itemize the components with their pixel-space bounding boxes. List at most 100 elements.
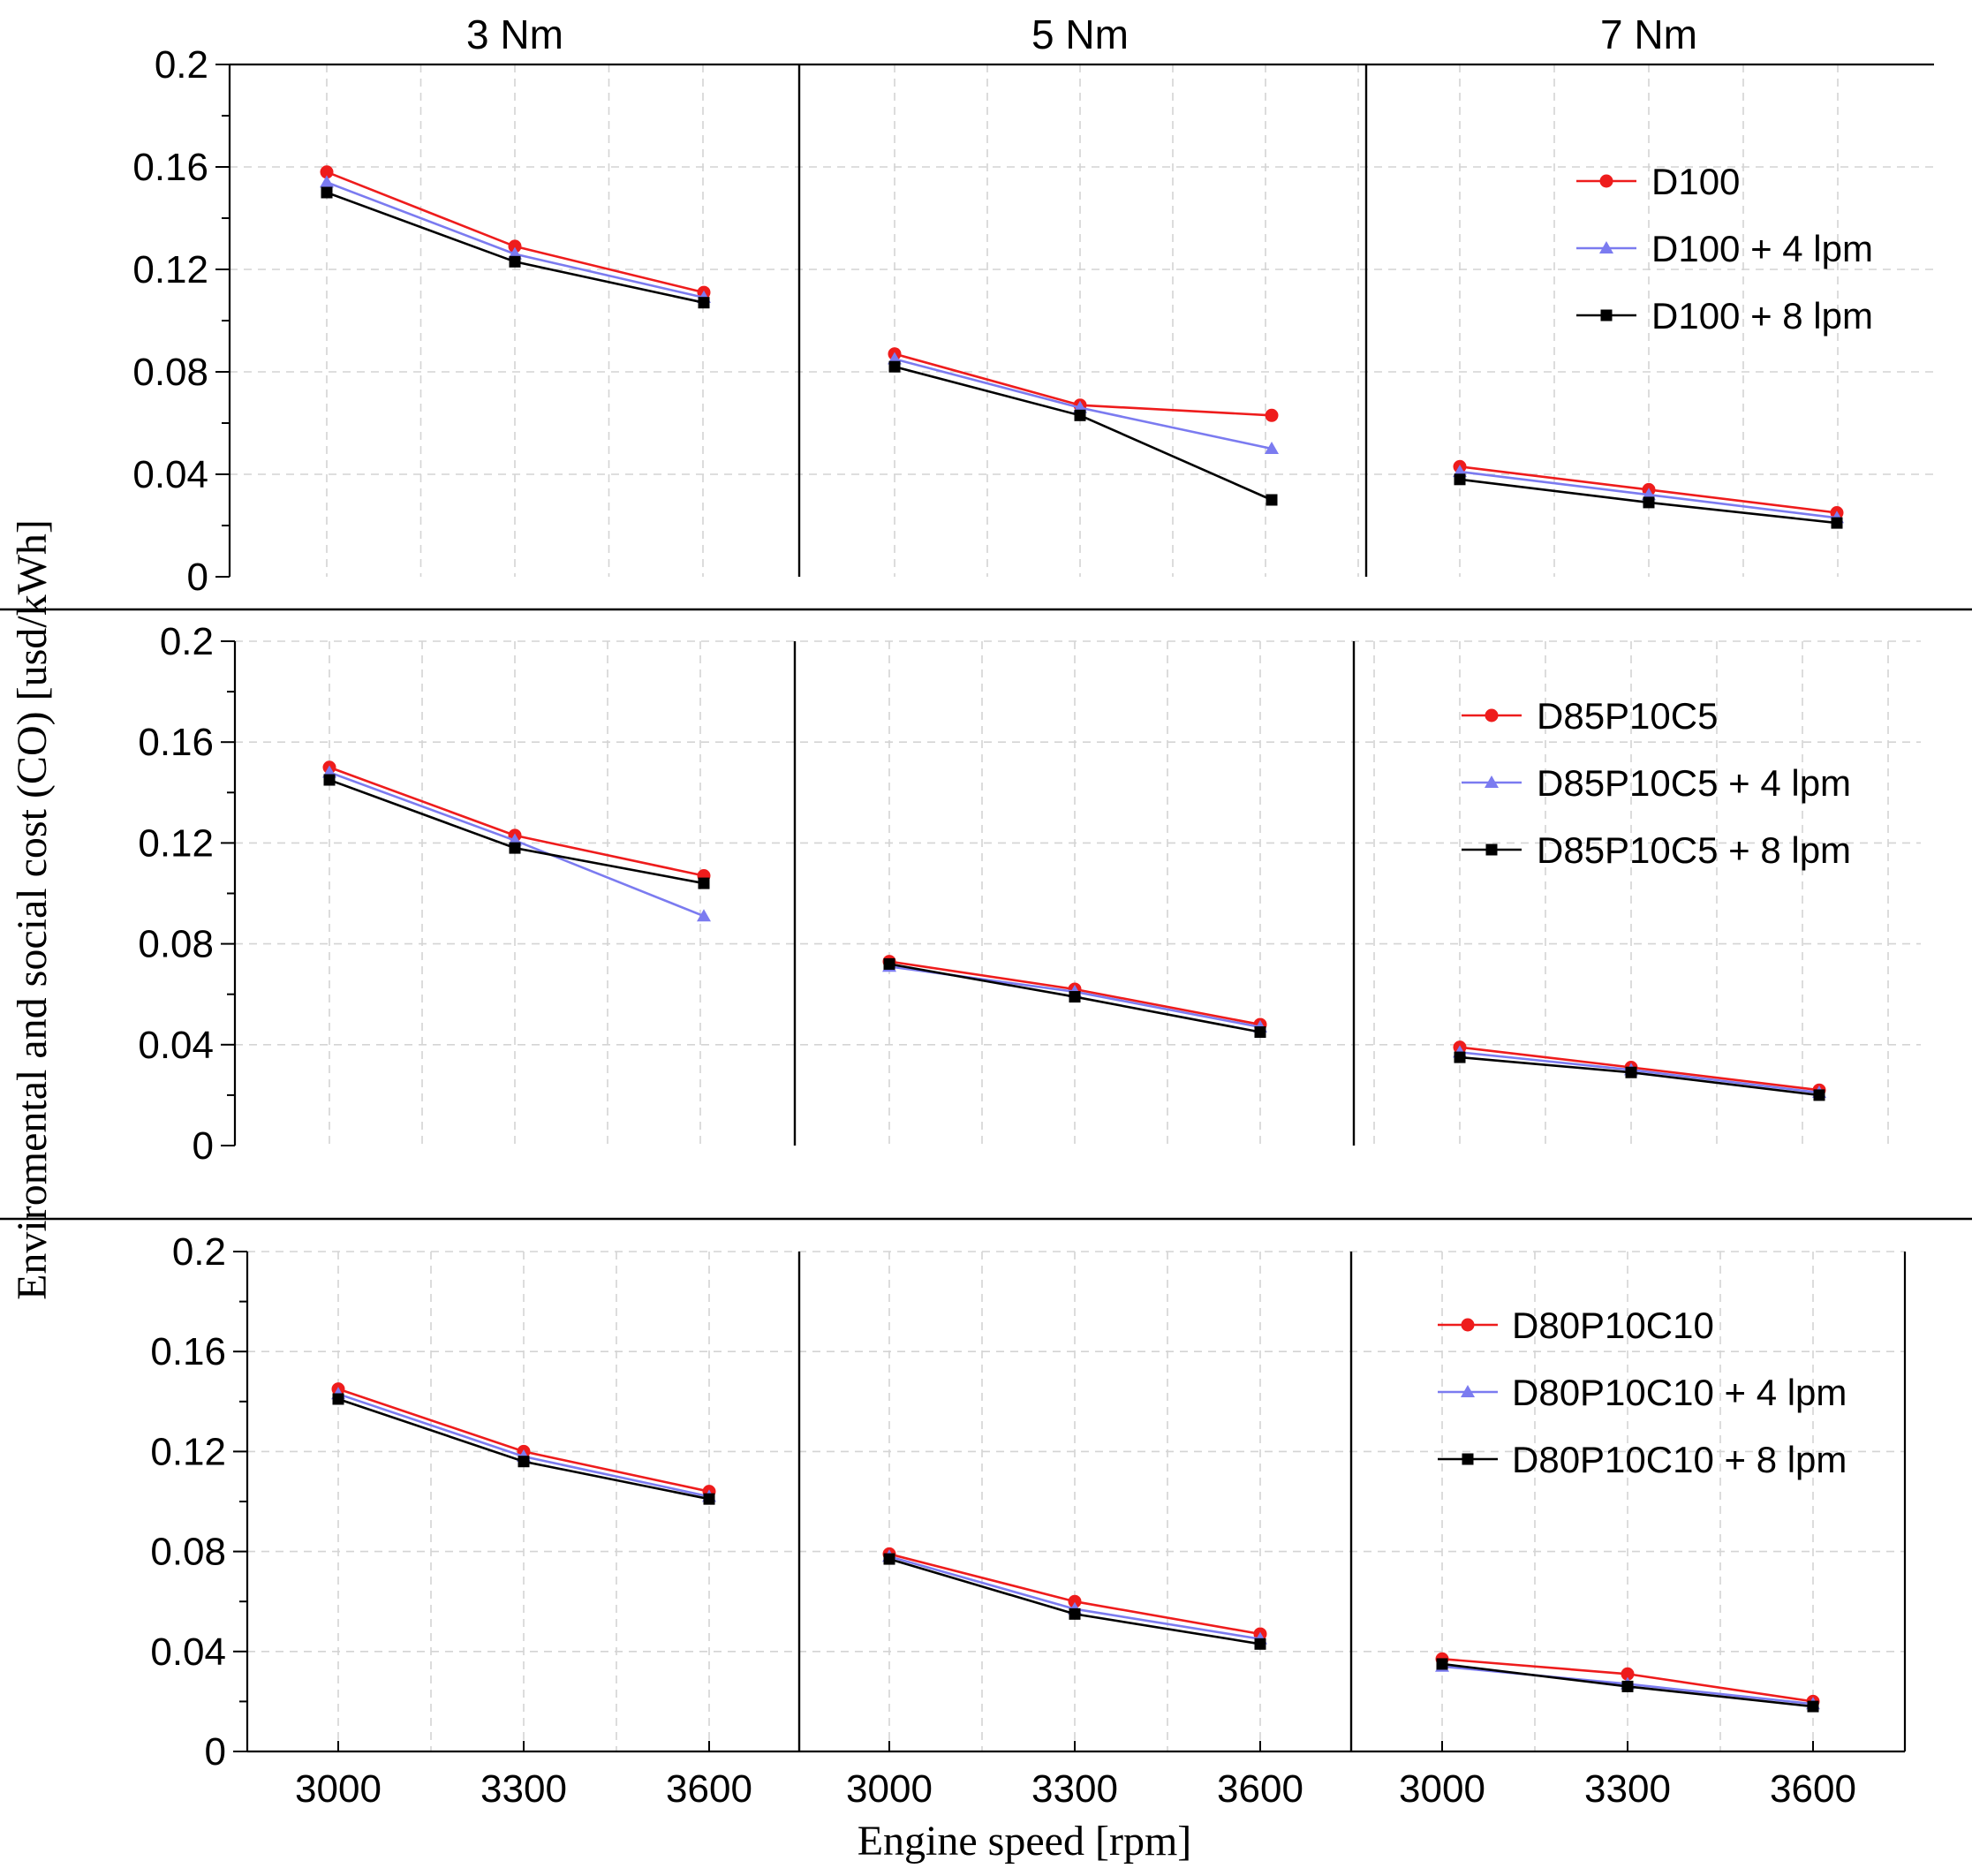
data-point-lpm8 <box>321 186 333 199</box>
column-title-1: 3 Nm <box>466 11 563 57</box>
data-point-lpm8 <box>703 1493 715 1505</box>
legend-marker <box>1461 1318 1475 1332</box>
x-tick-label-panel-1: 3300 <box>480 1767 567 1811</box>
legend-marker <box>1600 309 1613 321</box>
row-1-group: 0 0.04 0.08 0.12 0.16 0.2 D100 D100 + 4 lpm D100… <box>0 43 1972 611</box>
data-point-base <box>1265 408 1279 422</box>
row-3-y-tick-label: 0.16 <box>150 1330 226 1373</box>
row-3-y-tick-label: 0 <box>205 1730 226 1774</box>
row-3-legend-entry-base: D80P10C10 <box>1438 1305 1714 1346</box>
data-point-lpm8 <box>1074 409 1086 421</box>
legend-marker <box>1461 1385 1475 1397</box>
row-1-legend-entry-lpm8: D100 + 8 lpm <box>1576 295 1873 337</box>
x-tick-label-panel-1: 3000 <box>295 1767 382 1811</box>
x-tick-label-panel-2: 3300 <box>1031 1767 1118 1811</box>
x-tick-label-panel-2: 3000 <box>846 1767 933 1811</box>
x-tick-label-panel-1: 3600 <box>666 1767 752 1811</box>
legend-label: D100 + 4 lpm <box>1651 228 1873 269</box>
row-1-legend-entry-base: D100 <box>1576 161 1740 202</box>
data-point-lpm8 <box>698 877 710 889</box>
legend-marker <box>1599 241 1613 253</box>
row-3-panel-3-series-lpm8 <box>1436 1658 1819 1713</box>
data-point-lpm8 <box>1454 1051 1466 1063</box>
data-point-lpm8 <box>1454 473 1466 486</box>
row-2-y-tick-label: 0.08 <box>138 923 214 966</box>
data-point-lpm8 <box>509 255 521 268</box>
column-title-2: 5 Nm <box>1031 11 1129 57</box>
row-1-panel-1-series-lpm8 <box>321 186 710 309</box>
row-1-y-tick-label: 0.16 <box>132 146 208 189</box>
data-point-lpm8 <box>1813 1089 1825 1101</box>
row-2-panel-1-series-base <box>322 760 711 883</box>
row-2-legend-entry-lpm4: D85P10C5 + 4 lpm <box>1462 762 1851 804</box>
row-1-panel-3-series-lpm8 <box>1454 473 1843 529</box>
row-2-y-tick-label: 0.16 <box>138 721 214 764</box>
data-point-lpm8 <box>883 1553 895 1565</box>
row-1-y-tick-label: 0 <box>187 556 208 599</box>
row-1-y-tick-label: 0.2 <box>155 43 208 87</box>
data-point-lpm4 <box>1265 442 1279 454</box>
y-axis-title: Enviromental and social cost (CO) [usd/k… <box>9 519 56 1300</box>
data-point-lpm8 <box>332 1393 344 1405</box>
row-2-y-tick-label: 0.12 <box>138 821 214 865</box>
x-tick-label-panel-2: 3600 <box>1217 1767 1303 1811</box>
row-3-y-tick-label: 0.04 <box>150 1630 226 1674</box>
row-3-panel-1-series-lpm8 <box>332 1393 715 1505</box>
row-3-legend-entry-lpm8: D80P10C10 + 8 lpm <box>1438 1439 1847 1480</box>
row-3-panel-2-series-lpm8 <box>883 1553 1266 1650</box>
data-point-lpm8 <box>1069 1607 1081 1620</box>
legend-marker <box>1462 1453 1474 1465</box>
legend-marker <box>1485 843 1498 856</box>
legend-marker <box>1485 775 1499 788</box>
data-point-lpm8 <box>1436 1658 1448 1670</box>
data-point-lpm8 <box>509 842 521 854</box>
row-1-y-tick-label: 0.04 <box>132 453 208 496</box>
data-point-lpm4 <box>320 175 334 188</box>
series-line-lpm8 <box>894 365 1273 502</box>
row-3-y-tick-label: 0.08 <box>150 1531 226 1574</box>
row-1-panel-2-series-lpm8 <box>888 360 1278 506</box>
series-line-base <box>329 766 705 877</box>
series-line-lpm8 <box>1459 1055 1820 1097</box>
data-point-lpm8 <box>1069 991 1081 1003</box>
row-1-panel-1-series-base <box>320 165 711 299</box>
row-2-legend-entry-base: D85P10C5 <box>1462 695 1718 737</box>
x-axis-title: Engine speed [rpm] <box>858 1818 1192 1865</box>
data-point-base <box>320 165 334 179</box>
data-point-lpm8 <box>1621 1680 1634 1692</box>
legend-marker <box>1599 174 1613 188</box>
column-title-3: 7 Nm <box>1600 11 1697 57</box>
row-3-legend-entry-lpm4: D80P10C10 + 4 lpm <box>1438 1372 1847 1413</box>
data-point-lpm4 <box>697 909 711 922</box>
row-2-legend-entry-lpm8: D85P10C5 + 8 lpm <box>1462 829 1851 871</box>
data-point-lpm8 <box>1643 496 1655 509</box>
x-tick-label-panel-3: 3600 <box>1770 1767 1856 1811</box>
data-point-lpm8 <box>1266 494 1278 506</box>
row-2-panel-2-series-lpm8 <box>883 957 1266 1039</box>
data-point-lpm8 <box>883 957 895 970</box>
data-point-lpm8 <box>1831 517 1843 529</box>
row-2-y-tick-label: 0 <box>193 1124 214 1168</box>
data-point-base <box>1621 1667 1635 1681</box>
row-3-group: 0 0.04 0.08 0.12 0.16 0.2 D80P10C10 D80P10C10 +… <box>150 1230 1907 1774</box>
row-2-panel-1-series-lpm8 <box>323 774 710 889</box>
x-tick-label-panel-3: 3300 <box>1584 1767 1671 1811</box>
data-point-lpm8 <box>698 297 710 309</box>
data-point-base <box>508 239 522 253</box>
data-point-base <box>1068 1594 1082 1608</box>
row-1-legend-entry-lpm4: D100 + 4 lpm <box>1576 228 1873 269</box>
legend-label: D100 <box>1651 161 1740 202</box>
series-line-base <box>326 170 705 294</box>
data-point-lpm8 <box>518 1456 530 1468</box>
row-2-group: 0 0.04 0.08 0.12 0.16 0.2 D85P10C5 D85P10C5 + 4… <box>0 620 1972 1221</box>
row-2-y-tick-label: 0.04 <box>138 1024 214 1067</box>
legend-label: D85P10C5 + 8 lpm <box>1537 829 1851 871</box>
legend-label: D85P10C5 + 4 lpm <box>1537 762 1851 804</box>
series-line-base <box>1459 1046 1820 1092</box>
row-2-panel-3-series-lpm8 <box>1454 1051 1825 1101</box>
legend-marker <box>1485 708 1499 722</box>
data-point-lpm8 <box>1807 1700 1819 1713</box>
legend-label: D80P10C10 + 4 lpm <box>1512 1372 1847 1413</box>
data-point-lpm8 <box>323 774 336 786</box>
